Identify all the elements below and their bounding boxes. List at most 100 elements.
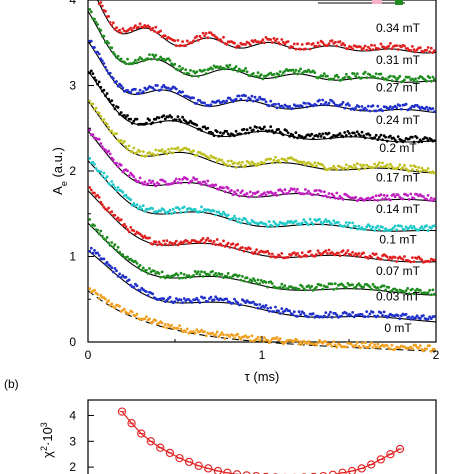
data-point	[119, 139, 123, 142]
chi-squared-point	[338, 468, 347, 474]
data-point	[129, 26, 133, 30]
data-point	[398, 346, 402, 350]
data-point	[253, 95, 257, 99]
data-point	[233, 297, 236, 301]
y-tick-label: 0	[69, 335, 76, 349]
data-point	[351, 221, 354, 225]
data-point	[366, 104, 370, 108]
data-point	[115, 188, 118, 192]
data-point	[105, 69, 109, 72]
data-point	[377, 47, 381, 51]
data-point	[91, 102, 95, 106]
data-point	[127, 278, 131, 282]
data-point	[326, 315, 329, 319]
data-point	[283, 42, 287, 46]
data-point	[141, 182, 145, 186]
field-label: 0.1 mT	[379, 233, 417, 247]
data-point	[337, 197, 340, 201]
data-point	[412, 140, 416, 144]
panel-a: 0 mT 0.03 mT 0.07 mT 0.1 mT 0.14 mT 0.17 mT 0.…	[50, 0, 440, 384]
data-point	[354, 285, 358, 289]
data-point	[294, 68, 298, 72]
data-point	[266, 249, 269, 253]
data-point	[258, 282, 262, 286]
data-point	[329, 342, 332, 346]
data-point	[414, 77, 417, 81]
data-point	[219, 131, 222, 135]
data-point	[425, 79, 428, 83]
y-tick-label: 2	[69, 164, 76, 178]
chi-squared-point	[319, 471, 327, 474]
data-point	[315, 164, 318, 168]
data-point	[390, 107, 394, 111]
data-point	[96, 251, 99, 255]
data-point	[291, 68, 295, 72]
data-point	[431, 107, 435, 110]
y-tick-label-b: 3	[69, 434, 76, 448]
data-point	[132, 119, 136, 123]
data-point	[100, 4, 104, 8]
data-point	[365, 225, 369, 229]
data-point	[326, 74, 329, 78]
field-label: 0.24 mT	[376, 113, 421, 127]
data-point	[426, 167, 430, 170]
data-point	[304, 135, 307, 139]
data-point	[138, 176, 142, 180]
data-point	[241, 246, 244, 249]
data-point	[371, 310, 375, 314]
data-point	[318, 44, 321, 48]
data-point	[138, 150, 142, 153]
data-point	[292, 187, 296, 191]
data-point	[332, 101, 336, 104]
data-point	[233, 161, 236, 165]
data-point	[93, 162, 96, 166]
data-point	[226, 272, 230, 275]
data-point	[321, 41, 325, 44]
data-point	[107, 299, 110, 303]
data-point	[237, 217, 241, 221]
data-point	[200, 205, 203, 209]
data-point	[222, 131, 225, 135]
data-point	[377, 136, 381, 139]
data-point	[176, 206, 180, 209]
data-point	[324, 100, 328, 104]
data-point	[433, 139, 436, 143]
data-point	[196, 38, 200, 42]
data-point	[332, 194, 336, 198]
data-point	[330, 39, 334, 43]
data-point	[152, 29, 156, 33]
data-point	[393, 138, 397, 142]
data-point	[108, 21, 112, 24]
data-point	[373, 162, 376, 166]
data-point	[389, 162, 392, 166]
data-point	[94, 79, 98, 82]
data-point	[428, 288, 432, 292]
data-point	[281, 106, 285, 109]
data-point	[91, 133, 95, 137]
data-point	[233, 41, 236, 45]
data-point	[198, 210, 202, 213]
data-point	[113, 107, 117, 111]
data-point	[234, 129, 238, 133]
data-point	[242, 249, 246, 253]
data-point	[93, 288, 96, 292]
chi-squared-point	[242, 471, 251, 474]
data-point	[278, 337, 282, 340]
data-point	[422, 314, 425, 317]
data-point	[313, 161, 317, 165]
data-point	[319, 283, 323, 287]
data-point	[318, 132, 321, 136]
data-point	[412, 260, 416, 263]
data-point	[192, 96, 196, 100]
data-point	[248, 190, 252, 194]
data-point	[163, 276, 167, 280]
data-point	[348, 221, 351, 225]
data-point	[157, 240, 161, 244]
chi-squared-point	[165, 448, 175, 458]
data-point	[108, 152, 112, 156]
data-point	[203, 34, 207, 38]
data-point	[351, 283, 354, 287]
data-point	[315, 285, 318, 289]
data-point	[384, 135, 387, 139]
data-point	[277, 309, 280, 313]
